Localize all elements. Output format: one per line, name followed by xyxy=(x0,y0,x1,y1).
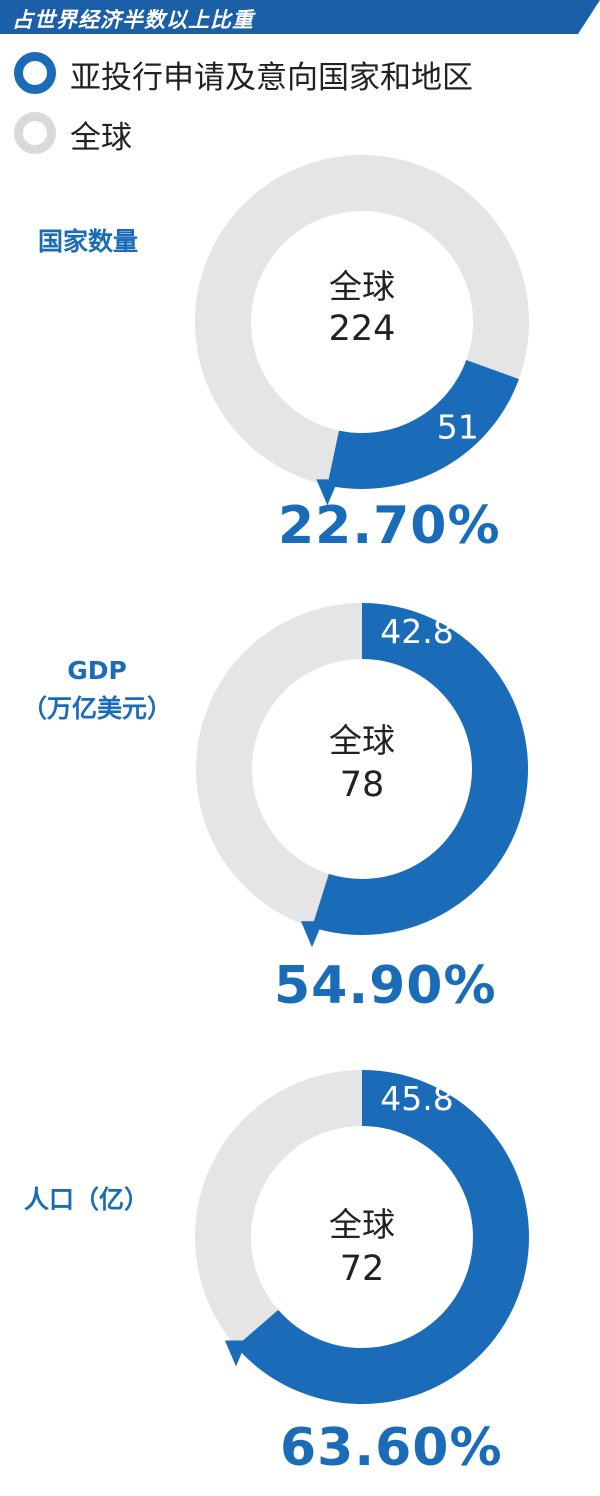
value-label-population: 45.8 xyxy=(380,1079,453,1118)
value-label-countries: 51 xyxy=(437,407,479,446)
value-label-gdp: 42.8 xyxy=(380,612,453,651)
header-banner: 占世界经济半数以上比重 xyxy=(0,0,600,34)
percent-label-gdp: 54.90% xyxy=(274,956,497,1016)
header-title: 占世界经济半数以上比重 xyxy=(12,8,254,32)
chart-title-population: 人口（亿） xyxy=(24,1185,150,1214)
pointer-triangle-population xyxy=(224,1340,247,1367)
donut-chart-countries: 全球 224 51 xyxy=(195,155,529,506)
donut-value-arc-gdp xyxy=(312,603,528,935)
header-ribbon xyxy=(0,0,600,34)
center-label-gdp: 全球 xyxy=(329,721,395,760)
center-label-population: 全球 xyxy=(329,1205,395,1244)
donut-chart-gdp: 全球 78 42.8 xyxy=(196,603,528,948)
legend-swatch-aiib xyxy=(14,52,56,94)
legend-swatch-global xyxy=(14,112,56,154)
donut-value-arc-population xyxy=(235,1070,529,1404)
percent-label-countries: 22.70% xyxy=(278,496,501,556)
legend-label-global: 全球 xyxy=(70,120,132,156)
pointer-triangle-countries xyxy=(316,479,339,506)
chart-title-gdp: GDP （万亿美元） xyxy=(22,652,172,728)
chart-title-gdp-line1: GDP xyxy=(67,656,127,685)
chart-title-countries: 国家数量 xyxy=(38,227,139,256)
percent-label-population: 63.60% xyxy=(280,1418,503,1478)
chart-title-gdp-line2: （万亿美元） xyxy=(22,694,173,723)
center-label-countries: 全球 xyxy=(329,267,395,306)
center-total-population: 72 xyxy=(340,1249,385,1289)
center-total-countries: 224 xyxy=(329,309,396,349)
donut-value-arc-countries xyxy=(327,359,519,489)
legend-label-aiib: 亚投行申请及意向国家和地区 xyxy=(70,60,473,96)
center-total-gdp: 78 xyxy=(340,765,385,805)
pointer-triangle-gdp xyxy=(300,921,323,948)
